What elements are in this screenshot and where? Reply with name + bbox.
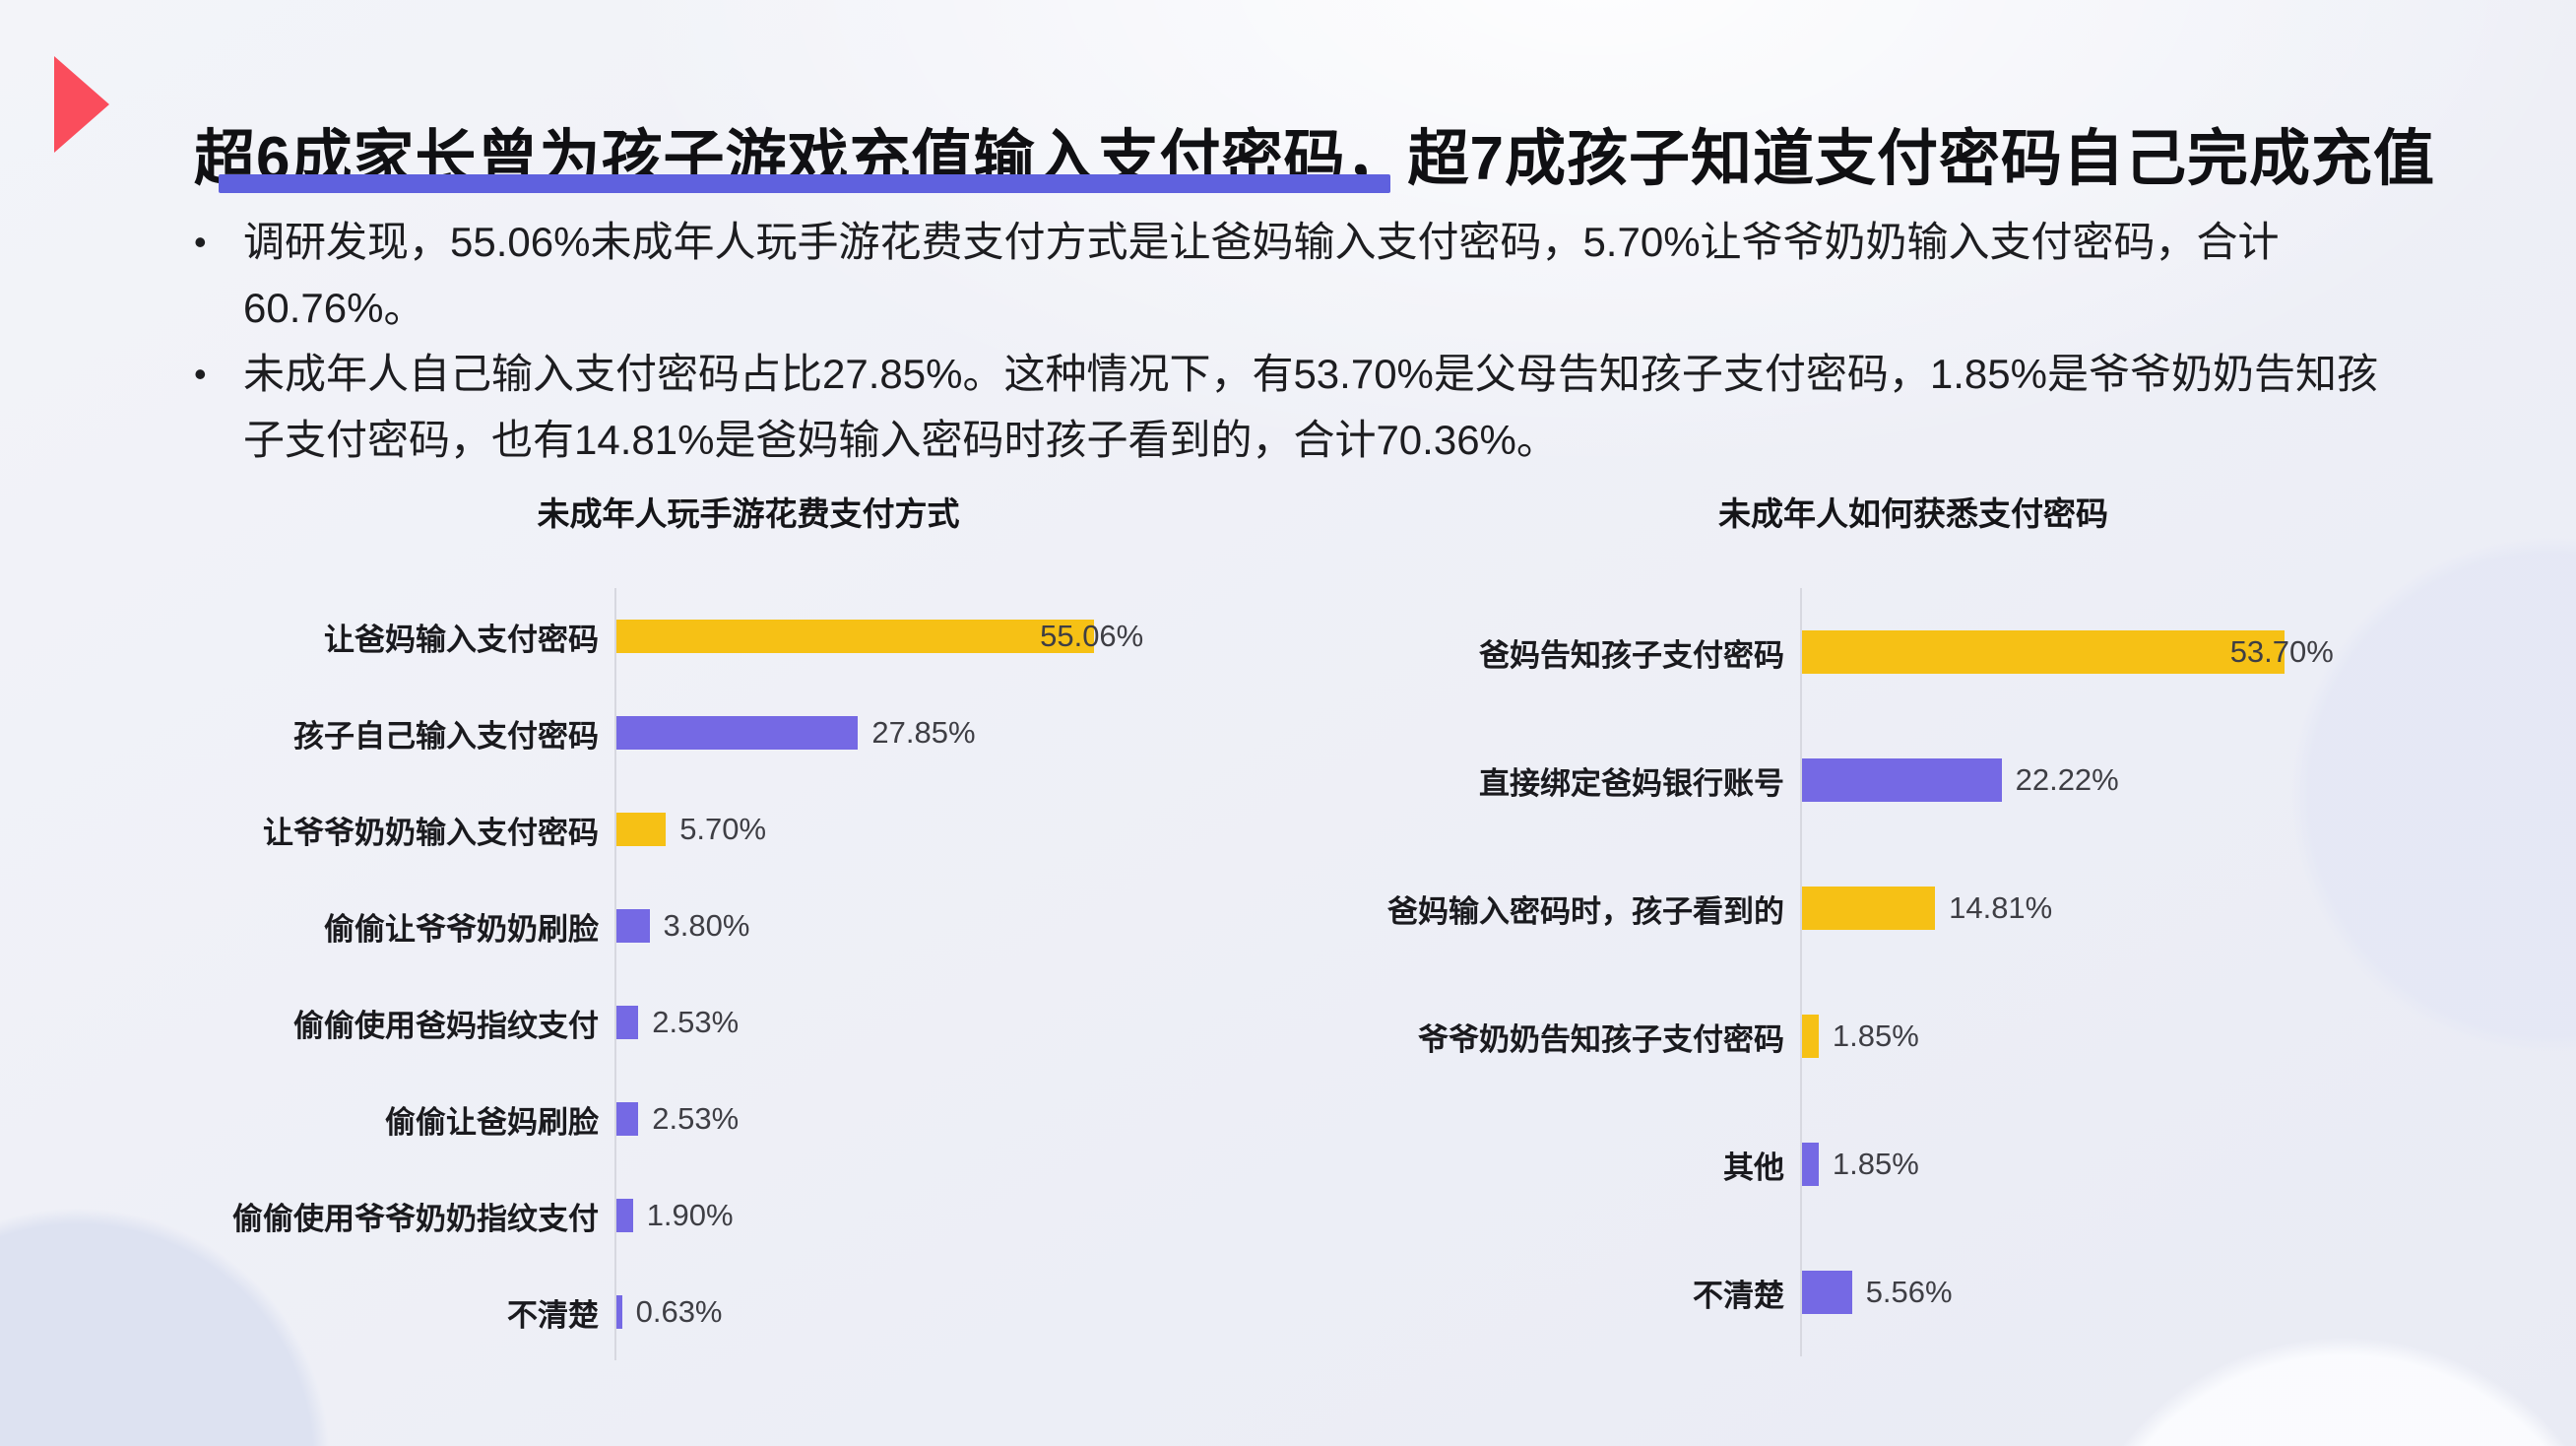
bar-track: 3.80% bbox=[614, 878, 1310, 974]
chart-title: 未成年人如何获悉支付密码 bbox=[1718, 495, 2108, 532]
bar-value-label: 1.85% bbox=[1832, 1019, 1919, 1053]
bar-value-label: 5.56% bbox=[1865, 1275, 1953, 1309]
chart-bar-row: 不清楚 0.63% bbox=[187, 1264, 1310, 1360]
chart-bar-row: 其他 1.85% bbox=[1337, 1100, 2489, 1228]
bullet-item: • 未成年人自己输入支付密码占比27.85%。这种情况下，有53.70%是父母告… bbox=[194, 341, 2400, 473]
bar-value-label: 27.85% bbox=[871, 715, 976, 750]
chart-title: 未成年人玩手游花费支付方式 bbox=[537, 495, 960, 532]
bar-value-label: 0.63% bbox=[635, 1294, 723, 1329]
title-underline-bar bbox=[219, 174, 1390, 193]
bar-value-label: 5.70% bbox=[679, 812, 767, 846]
bar-value-label: 3.80% bbox=[663, 908, 750, 943]
bar-value-label: 2.53% bbox=[652, 1005, 740, 1039]
bar-category-label: 其他 bbox=[1723, 1150, 1784, 1185]
bar-track: 22.22% bbox=[1800, 716, 2489, 844]
bar bbox=[1802, 1271, 1852, 1314]
bar bbox=[616, 1199, 633, 1232]
bar-value-label: 1.90% bbox=[646, 1198, 734, 1232]
slide-accent-arrow-icon bbox=[54, 56, 109, 153]
chart-bar-row: 不清楚 5.56% bbox=[1337, 1228, 2489, 1356]
bar-category-label: 偷偷让爸妈刷脸 bbox=[385, 1104, 599, 1140]
chart-bar-row: 让爸妈输入支付密码 55.06% bbox=[187, 588, 1310, 685]
bar-track: 0.63% bbox=[614, 1264, 1310, 1360]
bar-track: 1.90% bbox=[614, 1167, 1310, 1264]
bar bbox=[1802, 887, 1936, 930]
bar-value-label: 14.81% bbox=[1949, 890, 2053, 925]
bar-category-label: 让爸妈输入支付密码 bbox=[324, 622, 599, 657]
bar-category-label: 爸妈输入密码时，孩子看到的 bbox=[1387, 893, 1784, 929]
chart-bar-row: 偷偷让爷爷奶奶刷脸 3.80% bbox=[187, 878, 1310, 974]
bar bbox=[616, 909, 650, 943]
bar-category-label: 不清楚 bbox=[1693, 1278, 1784, 1313]
bar-category-label: 不清楚 bbox=[507, 1297, 599, 1333]
bar-category-label: 直接绑定爸妈银行账号 bbox=[1479, 765, 1784, 801]
bar-track: 53.70% bbox=[1800, 588, 2489, 716]
chart-rows: 爸妈告知孩子支付密码 53.70% 直接绑定爸妈银行账号 22.22% 爸妈输入密码时，… bbox=[1337, 588, 2489, 1356]
bar-track: 2.53% bbox=[614, 974, 1310, 1071]
bar-category-label: 让爷爷奶奶输入支付密码 bbox=[263, 815, 599, 850]
chart-bar-row: 爸妈输入密码时，孩子看到的 14.81% bbox=[1337, 844, 2489, 972]
chart-bar-row: 偷偷使用爸妈指纹支付 2.53% bbox=[187, 974, 1310, 1071]
bar-value-label: 53.70% bbox=[2229, 634, 2334, 669]
chart-password-knowledge: 未成年人如何获悉支付密码 爸妈告知孩子支付密码 53.70% 直接绑定爸妈银行账号 2… bbox=[1337, 488, 2489, 1356]
chart-bar-row: 直接绑定爸妈银行账号 22.22% bbox=[1337, 716, 2489, 844]
bar bbox=[616, 1102, 639, 1136]
bar-track: 55.06% bbox=[614, 588, 1310, 685]
bar-category-label: 偷偷使用爸妈指纹支付 bbox=[293, 1008, 599, 1043]
bar bbox=[616, 620, 1095, 653]
bullet-marker: • bbox=[194, 354, 207, 394]
bar-value-label: 2.53% bbox=[652, 1101, 740, 1136]
bar bbox=[1802, 758, 2002, 802]
bullet-text: 未成年人自己输入支付密码占比27.85%。这种情况下，有53.70%是父母告知孩… bbox=[243, 351, 2378, 463]
chart-bar-row: 孩子自己输入支付密码 27.85% bbox=[187, 685, 1310, 781]
bar-track: 5.70% bbox=[614, 781, 1310, 878]
bar bbox=[1802, 1015, 1819, 1058]
bar-category-label: 爸妈告知孩子支付密码 bbox=[1479, 637, 1784, 673]
bar-category-label: 爷爷奶奶告知孩子支付密码 bbox=[1418, 1021, 1784, 1057]
bar bbox=[616, 813, 667, 846]
bar-category-label: 孩子自己输入支付密码 bbox=[293, 718, 599, 754]
chart-bar-row: 爸妈告知孩子支付密码 53.70% bbox=[1337, 588, 2489, 716]
bar-track: 2.53% bbox=[614, 1071, 1310, 1167]
bar-track: 14.81% bbox=[1800, 844, 2489, 972]
bar-category-label: 偷偷让爷爷奶奶刷脸 bbox=[324, 911, 599, 947]
chart-bar-row: 偷偷让爸妈刷脸 2.53% bbox=[187, 1071, 1310, 1167]
chart-rows: 让爸妈输入支付密码 55.06% 孩子自己输入支付密码 27.85% 让爷爷奶奶输入支付… bbox=[187, 588, 1310, 1360]
bar-track: 1.85% bbox=[1800, 1100, 2489, 1228]
bar bbox=[1802, 1143, 1819, 1186]
bar-value-label: 55.06% bbox=[1040, 619, 1144, 653]
bar bbox=[616, 716, 859, 750]
summary-bullets: • 调研发现，55.06%未成年人玩手游花费支付方式是让爸妈输入支付密码，5.7… bbox=[194, 209, 2400, 473]
bar-track: 27.85% bbox=[614, 685, 1310, 781]
chart-payment-methods: 未成年人玩手游花费支付方式 让爸妈输入支付密码 55.06% 孩子自己输入支付密码 2… bbox=[187, 488, 1310, 1360]
bullet-text: 调研发现，55.06%未成年人玩手游花费支付方式是让爸妈输入支付密码，5.70%… bbox=[243, 219, 2280, 331]
bar-value-label: 1.85% bbox=[1832, 1147, 1919, 1181]
bar bbox=[616, 1006, 639, 1039]
bullet-item: • 调研发现，55.06%未成年人玩手游花费支付方式是让爸妈输入支付密码，5.7… bbox=[194, 209, 2400, 341]
chart-bar-row: 爷爷奶奶告知孩子支付密码 1.85% bbox=[1337, 972, 2489, 1100]
chart-bar-row: 偷偷使用爷爷奶奶指纹支付 1.90% bbox=[187, 1167, 1310, 1264]
bar-track: 1.85% bbox=[1800, 972, 2489, 1100]
bar bbox=[1802, 630, 2285, 674]
bar-category-label: 偷偷使用爷爷奶奶指纹支付 bbox=[232, 1201, 599, 1236]
bar-value-label: 22.22% bbox=[2015, 762, 2119, 797]
bar-track: 5.56% bbox=[1800, 1228, 2489, 1356]
bullet-marker: • bbox=[194, 222, 207, 262]
chart-bar-row: 让爷爷奶奶输入支付密码 5.70% bbox=[187, 781, 1310, 878]
bar bbox=[616, 1295, 622, 1329]
